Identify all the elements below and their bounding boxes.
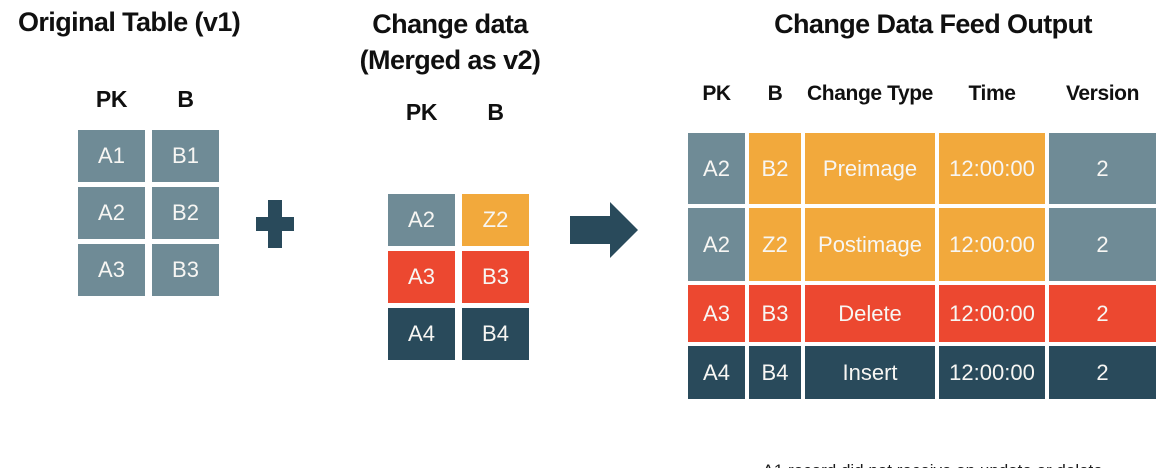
table-cell: B2 [152,187,219,239]
table-cell: B4 [749,346,801,399]
change-table-title: Change data (Merged as v2) [340,6,560,78]
change-table-grid: A2 Z2 A3 B3 A4 B4 [388,194,529,360]
table-cell: Insert [805,346,935,399]
original-header-pk: PK [95,86,128,112]
table-cell: A2 [688,133,745,204]
table-cell: Z2 [462,194,529,246]
output-header-change-type: Change Type [807,82,933,106]
original-header-b: B [177,86,194,112]
footnote-line1: A1 record did not receive an update or d… [712,460,1158,468]
output-table-title: Change Data Feed Output [774,9,1092,39]
original-table-grid: A1 B1 A2 B2 A3 B3 [78,130,219,296]
table-cell: A2 [78,187,145,239]
table-cell: A1 [78,130,145,182]
table-row: A2 Z2 Postimage 12:00:00 2 [688,208,1156,281]
table-cell: A4 [688,346,745,399]
arrow-right-icon [570,202,638,258]
output-table-header-row: PK B Change Type Time Version [688,66,1156,122]
plus-icon [256,200,294,248]
table-cell: B1 [152,130,219,182]
output-header-b: B [767,82,783,106]
table-cell: A3 [688,285,745,342]
table-cell: B3 [749,285,801,342]
table-cell: Z2 [749,208,801,281]
footnote: A1 record did not receive an update or d… [712,416,1158,468]
change-header-b: B [487,99,504,125]
change-title-line2: (Merged as v2) [359,45,541,75]
table-cell: A2 [688,208,745,281]
table-cell: 2 [1049,346,1156,399]
table-row: A4 B4 Insert 12:00:00 2 [688,346,1156,399]
table-cell: B3 [462,251,529,303]
table-cell: 12:00:00 [939,208,1045,281]
table-cell: 12:00:00 [939,346,1045,399]
output-header-time: Time [968,82,1016,106]
table-cell: Delete [805,285,935,342]
table-cell: B2 [749,133,801,204]
table-cell: A2 [388,194,455,246]
table-cell: A4 [388,308,455,360]
table-cell: B4 [462,308,529,360]
table-cell: 12:00:00 [939,133,1045,204]
output-header-pk: PK [702,82,731,106]
table-cell: Postimage [805,208,935,281]
original-table-title: Original Table (v1) [18,7,241,37]
change-table-header-row: PK B [388,99,529,126]
output-header-version: Version [1065,82,1140,106]
table-cell: 2 [1049,208,1156,281]
table-row: A2 B2 Preimage 12:00:00 2 [688,133,1156,204]
table-cell: A3 [388,251,455,303]
table-cell: 2 [1049,285,1156,342]
change-title-line1: Change data [372,9,528,39]
table-cell: A3 [78,244,145,296]
table-cell: 12:00:00 [939,285,1045,342]
change-header-pk: PK [405,99,438,125]
table-cell: B3 [152,244,219,296]
original-table-header-row: PK B [78,86,219,113]
table-cell: Preimage [805,133,935,204]
table-row: A3 B3 Delete 12:00:00 2 [688,285,1156,342]
table-cell: 2 [1049,133,1156,204]
output-table-body: A2 B2 Preimage 12:00:00 2 A2 Z2 Postimag… [688,133,1156,399]
